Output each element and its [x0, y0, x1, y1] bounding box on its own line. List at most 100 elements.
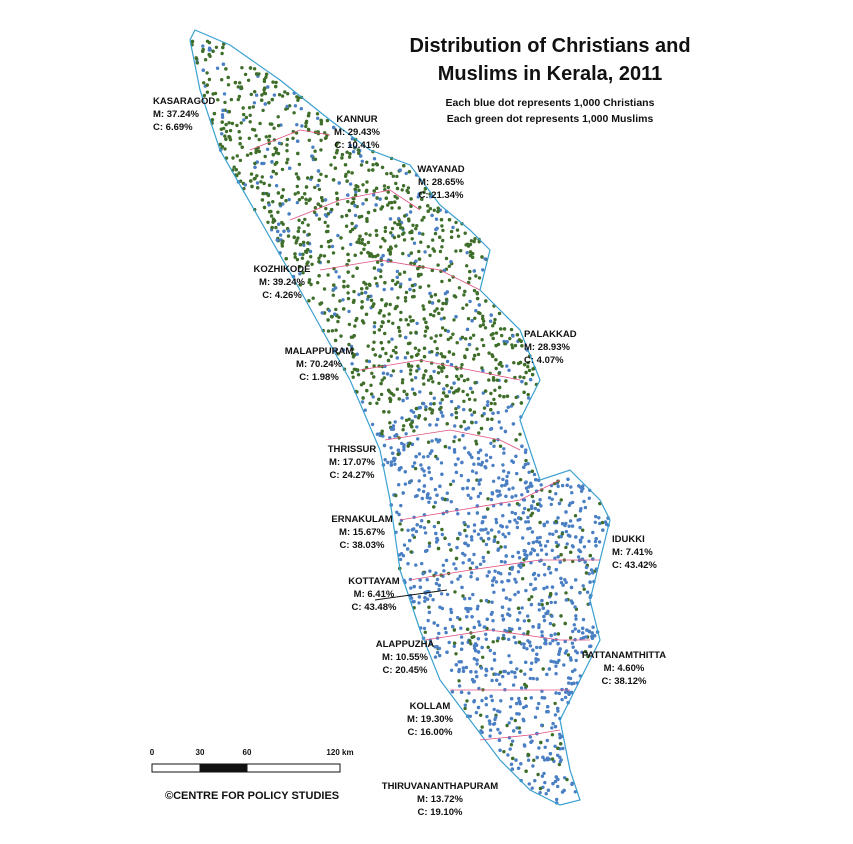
dot — [402, 270, 407, 274]
dot — [541, 755, 545, 759]
district-christian: C: 10.41% — [335, 140, 380, 151]
dot — [454, 249, 458, 253]
dot — [305, 262, 309, 266]
dot — [381, 253, 385, 258]
dot — [440, 606, 444, 611]
dot — [477, 482, 481, 486]
dot — [271, 200, 275, 204]
dot — [280, 244, 284, 248]
dot — [442, 316, 446, 320]
dot — [486, 531, 490, 535]
dot — [295, 257, 300, 262]
dot — [481, 655, 485, 659]
dot — [429, 294, 434, 299]
dot — [468, 250, 473, 254]
dot — [350, 201, 354, 205]
dot — [442, 569, 446, 573]
dot — [393, 462, 397, 466]
dot — [582, 545, 587, 549]
dot — [433, 487, 438, 492]
dot — [340, 152, 345, 157]
dot — [564, 580, 568, 585]
dot — [491, 336, 495, 341]
dot — [404, 432, 408, 436]
dot — [400, 441, 404, 446]
dot — [506, 405, 510, 409]
dot — [329, 314, 334, 319]
dot — [478, 491, 483, 496]
dot — [254, 150, 258, 155]
dot — [270, 97, 274, 102]
dot — [507, 503, 511, 507]
dot — [502, 395, 506, 399]
dot — [581, 528, 585, 532]
dot — [590, 631, 594, 635]
dot — [559, 498, 563, 502]
dot — [413, 392, 417, 396]
dot — [529, 481, 533, 485]
dot — [395, 510, 399, 514]
dot — [254, 72, 259, 76]
dot — [502, 750, 506, 754]
dot — [380, 432, 384, 436]
dot — [569, 690, 574, 695]
dot — [423, 599, 427, 603]
dot — [382, 410, 386, 414]
dot — [476, 456, 481, 461]
dot — [554, 672, 558, 676]
dot — [255, 174, 259, 178]
dot — [326, 240, 331, 244]
dot — [461, 669, 466, 673]
dot — [527, 640, 532, 644]
dot — [350, 362, 354, 366]
dot — [351, 375, 355, 379]
dot — [423, 630, 427, 634]
dot — [454, 652, 458, 656]
dot — [366, 210, 371, 215]
dot — [535, 553, 540, 557]
dot — [537, 540, 542, 544]
dot — [459, 635, 464, 639]
dot — [516, 618, 520, 622]
dot — [481, 520, 485, 524]
dot — [591, 571, 595, 575]
dot — [430, 268, 434, 273]
dot — [449, 482, 453, 487]
dot — [318, 302, 322, 306]
dot — [423, 531, 428, 535]
dot — [248, 66, 253, 70]
dot — [395, 275, 399, 279]
dot — [441, 563, 445, 567]
dot — [553, 713, 558, 717]
dot — [449, 386, 454, 390]
dot — [487, 719, 492, 723]
dot — [538, 498, 542, 502]
dot — [510, 495, 514, 499]
dot — [466, 317, 471, 321]
dot — [518, 611, 522, 615]
dot — [276, 115, 280, 119]
dot — [513, 718, 517, 723]
dot — [397, 512, 401, 517]
dot — [474, 442, 479, 446]
dot — [476, 532, 481, 536]
dot — [317, 274, 321, 278]
dot — [427, 605, 431, 609]
dot — [211, 49, 215, 53]
dot — [418, 578, 422, 582]
dot — [354, 367, 358, 372]
dot — [452, 641, 457, 645]
dot — [414, 406, 419, 411]
dot — [472, 357, 476, 361]
dot — [428, 496, 432, 500]
dot — [244, 115, 249, 120]
dot — [594, 537, 598, 541]
dot — [441, 414, 445, 418]
dot — [497, 371, 501, 375]
dot — [381, 347, 385, 351]
dot — [236, 85, 240, 89]
dot — [498, 493, 502, 497]
district-muslim: M: 28.65% — [418, 177, 464, 188]
dot — [331, 287, 336, 292]
dot — [526, 365, 530, 369]
